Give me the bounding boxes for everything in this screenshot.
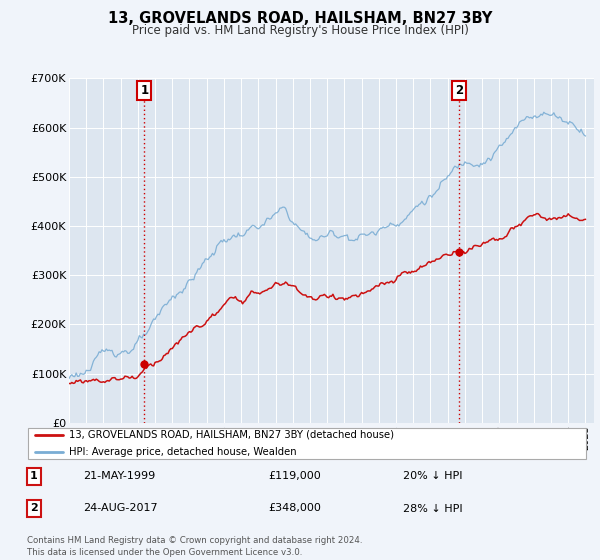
Text: Price paid vs. HM Land Registry's House Price Index (HPI): Price paid vs. HM Land Registry's House … xyxy=(131,24,469,36)
FancyBboxPatch shape xyxy=(28,428,586,459)
Text: 21-MAY-1999: 21-MAY-1999 xyxy=(83,472,155,482)
Text: 28% ↓ HPI: 28% ↓ HPI xyxy=(403,503,463,514)
Text: 20% ↓ HPI: 20% ↓ HPI xyxy=(403,472,463,482)
Text: Contains HM Land Registry data © Crown copyright and database right 2024.: Contains HM Land Registry data © Crown c… xyxy=(27,536,362,545)
Text: 2: 2 xyxy=(455,84,463,97)
Text: 24-AUG-2017: 24-AUG-2017 xyxy=(83,503,158,514)
Text: £119,000: £119,000 xyxy=(268,472,321,482)
Text: HPI: Average price, detached house, Wealden: HPI: Average price, detached house, Weal… xyxy=(69,447,296,456)
Text: This data is licensed under the Open Government Licence v3.0.: This data is licensed under the Open Gov… xyxy=(27,548,302,557)
Text: 13, GROVELANDS ROAD, HAILSHAM, BN27 3BY (detached house): 13, GROVELANDS ROAD, HAILSHAM, BN27 3BY … xyxy=(69,430,394,440)
Text: 1: 1 xyxy=(140,84,148,97)
Text: 2: 2 xyxy=(30,503,38,514)
Text: £348,000: £348,000 xyxy=(268,503,321,514)
Text: 13, GROVELANDS ROAD, HAILSHAM, BN27 3BY: 13, GROVELANDS ROAD, HAILSHAM, BN27 3BY xyxy=(108,11,492,26)
Text: 1: 1 xyxy=(30,472,38,482)
